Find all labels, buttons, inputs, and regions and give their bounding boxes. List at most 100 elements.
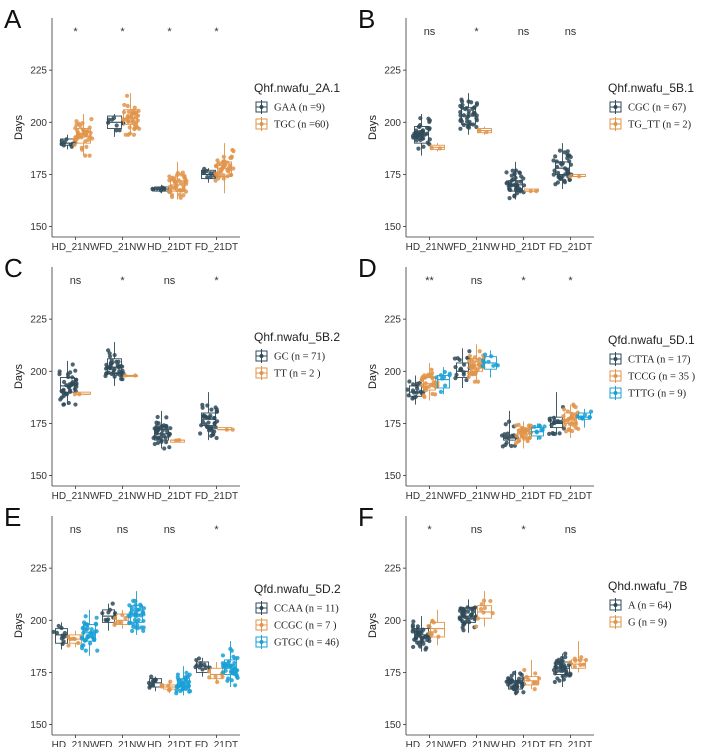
data-point [452,356,457,361]
panel-b: B 150 175 200 225 Days HD_21NW FD_21NW HD_21DT FD… [358,4,694,253]
data-point [447,373,452,378]
data-point [406,393,411,398]
data-point [567,159,572,164]
data-point [116,359,121,364]
y-axis-label: Days [13,363,25,389]
significance-label: ns [70,524,82,536]
data-point [61,388,66,393]
data-point [512,670,517,676]
data-point [481,610,486,615]
data-point [509,443,514,449]
y-tick-label: 200 [30,367,47,378]
data-point [514,433,519,438]
legend-key-point [259,354,264,358]
data-point [182,675,188,680]
data-point [200,419,206,424]
legend-item: TTTG (n = 9) [609,386,687,400]
data-point [427,638,432,644]
data-point [159,424,164,429]
x-tick-label: HD_21DT [501,242,545,253]
data-point [425,140,430,145]
data-point [415,624,420,629]
data-point [526,677,531,682]
data-point [554,159,559,164]
data-point [465,609,471,614]
data-point [133,373,138,378]
data-point [518,189,523,194]
data-point [508,187,513,193]
x-tick-label: FD_21NW [99,740,146,747]
data-point [421,144,426,149]
data-point [514,191,520,196]
y-axis-label: Days [13,612,25,638]
data-point [183,176,188,181]
data-point [475,379,481,384]
y-axis-label: Days [367,114,379,140]
data-point [186,679,192,684]
data-point [168,679,173,684]
data-point [418,116,423,121]
legend-key-point [259,105,264,109]
data-point [484,129,489,135]
data-point [562,178,567,183]
data-point [415,133,420,139]
y-tick-label: 225 [384,564,401,575]
data-point [458,110,463,115]
data-point [225,174,230,179]
data-point [127,603,132,608]
data-point [175,675,180,680]
data-point [81,130,86,136]
data-point [117,128,122,133]
panel-letter: C [4,253,23,283]
x-tick-label: FD_21DT [195,740,238,747]
data-point [107,365,113,371]
data-point [72,392,77,397]
data-point [173,438,179,443]
data-point [221,173,226,178]
legend-label: TCCG (n = 35 ) [628,372,696,383]
data-point [149,674,154,679]
data-point [233,683,238,688]
data-point [516,428,521,433]
significance-label: ns [164,524,176,536]
data-point [504,679,509,684]
y-tick-label: 175 [384,419,401,430]
data-point [138,613,143,618]
data-point [84,622,89,627]
data-point [560,668,565,673]
data-point [73,402,78,407]
data-point [482,605,487,611]
y-tick-label: 225 [30,564,47,575]
data-point [562,422,567,428]
data-point [426,623,431,629]
data-point [572,664,577,669]
data-point [564,168,570,173]
data-point [156,421,161,426]
data-point [412,637,417,642]
legend-key-point [613,603,618,607]
data-point [131,132,137,137]
data-point [433,629,438,634]
data-point [208,171,213,176]
data-point [227,165,232,170]
legend-label: GTGC (n = 46) [274,638,340,649]
data-point [132,123,138,128]
y-tick-label: 150 [30,471,47,482]
legend-key-point [613,122,618,126]
data-point [534,429,539,434]
y-tick-label: 175 [30,170,47,181]
data-point [420,635,425,641]
data-point [422,394,427,400]
data-point [467,371,472,376]
data-point [576,174,582,179]
series-ctta [405,348,567,449]
legend-item: CGC (n = 67) [609,100,687,114]
data-point [461,113,467,118]
data-point [133,603,138,608]
data-point [155,440,161,445]
data-point [167,445,172,450]
data-point [221,176,226,181]
data-point [554,164,560,170]
data-point [490,611,495,616]
data-point [547,431,552,436]
